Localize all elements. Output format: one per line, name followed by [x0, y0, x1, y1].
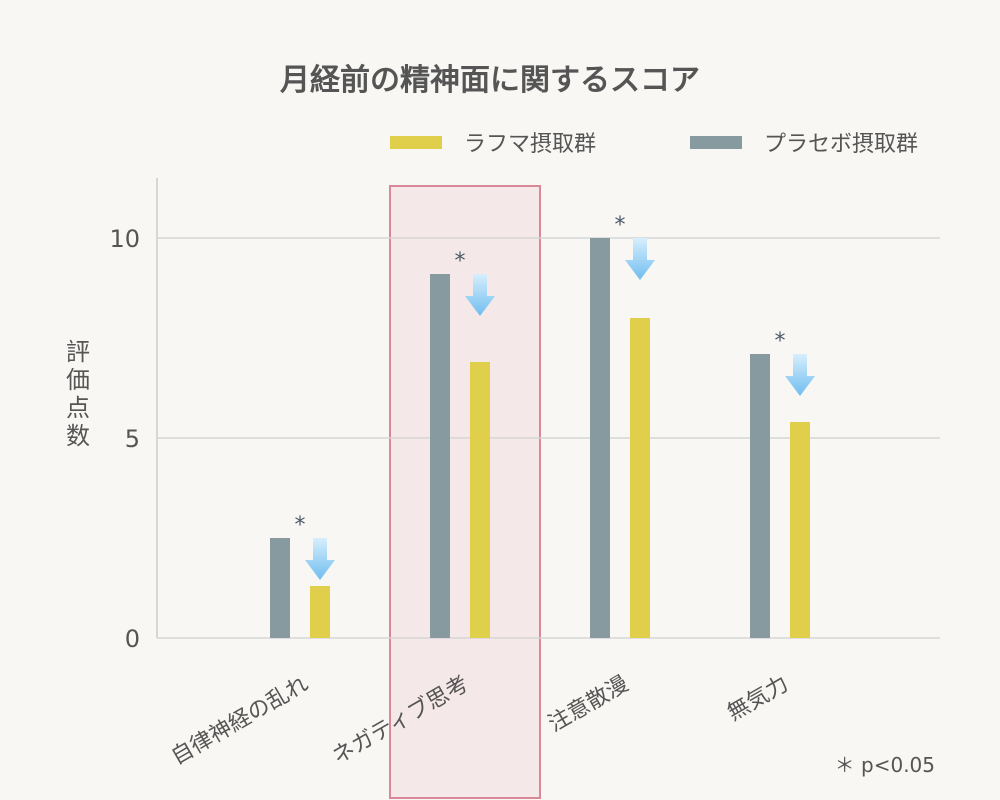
decrease-arrow-2 [625, 238, 655, 280]
highlight-box [389, 185, 541, 799]
y-axis-label-char: 数 [66, 422, 90, 450]
bar-placebo-1 [430, 274, 450, 638]
legend-swatch-0 [390, 136, 442, 149]
footnote: ＊ p<0.05 [835, 753, 935, 777]
y-axis-label-char: 評 [66, 338, 90, 366]
decrease-arrow-3 [785, 354, 815, 396]
significance-star-1: * [455, 249, 466, 274]
category-label-3: 無気力 [723, 672, 793, 727]
bar-placebo-0 [270, 538, 290, 638]
bar-rafuma-1 [470, 362, 490, 638]
bar-placebo-3 [750, 354, 770, 638]
y-axis-label: 評価点数 [66, 338, 90, 450]
chart-title: 月経前の精神面に関するスコア [280, 63, 700, 98]
significance-star-3: * [775, 329, 786, 354]
decrease-arrow-0 [305, 538, 335, 580]
significance-star-0: * [295, 513, 306, 538]
legend-label-0: ラフマ摂取群 [464, 132, 596, 157]
category-label-2: 注意散漫 [544, 672, 633, 738]
legend-swatch-1 [690, 136, 742, 149]
bar-rafuma-3 [790, 422, 810, 638]
y-tick-label: 10 [109, 225, 140, 253]
y-axis-label-char: 点 [66, 394, 90, 422]
y-tick-label: 5 [125, 425, 140, 453]
bar-rafuma-2 [630, 318, 650, 638]
decrease-arrow-1 [465, 274, 495, 316]
legend-label-1: プラセボ摂取群 [764, 132, 918, 157]
significance-star-2: * [615, 213, 626, 238]
bar-rafuma-0 [310, 586, 330, 638]
category-label-0: 自律神経の乱れ [167, 672, 313, 771]
y-tick-label: 0 [125, 625, 140, 653]
y-axis-label-char: 価 [66, 366, 90, 394]
bar-placebo-2 [590, 238, 610, 638]
